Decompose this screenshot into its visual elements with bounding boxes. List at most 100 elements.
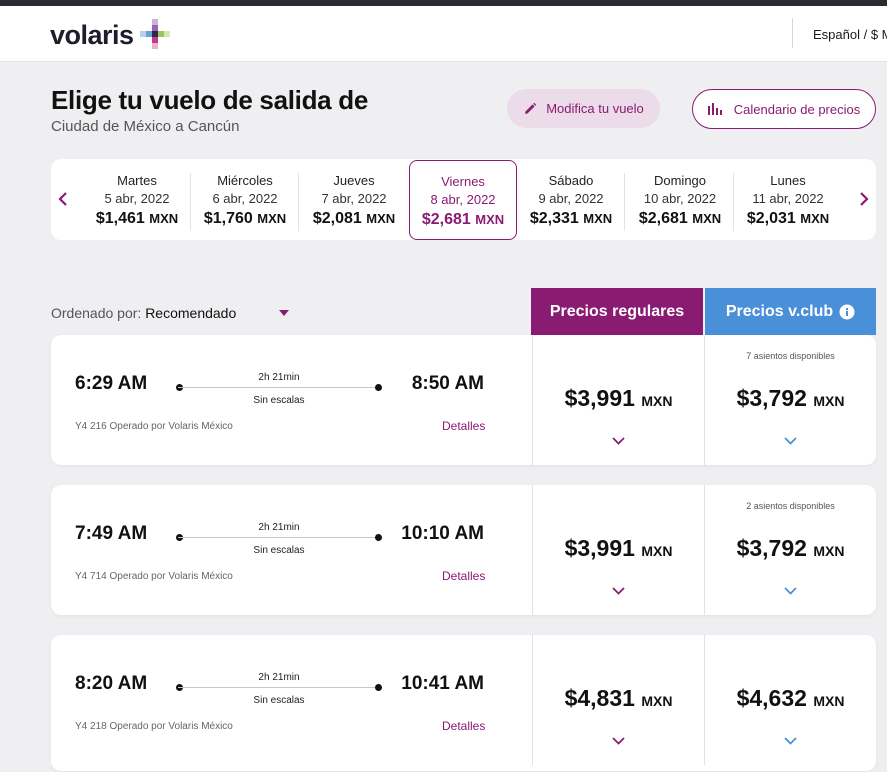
flight-stops: Sin escalas xyxy=(253,395,305,406)
departure-time: 8:20 AM xyxy=(75,673,148,694)
operator-text: Y4 714 Operado por Volaris México xyxy=(75,571,233,582)
date-day: Miércoles xyxy=(217,173,273,188)
date-date: 8 abr, 2022 xyxy=(430,192,496,207)
regular-price-option[interactable]: $3,991 MXN xyxy=(533,485,704,615)
seats-available: 2 asientos disponibles xyxy=(746,501,835,511)
chevron-down-icon xyxy=(612,737,625,745)
details-link[interactable]: Detalles xyxy=(442,719,486,733)
column-divider xyxy=(532,485,533,615)
tab-regular-label: Precios regulares xyxy=(549,302,685,320)
route-line xyxy=(178,387,381,388)
top-strip xyxy=(0,0,887,6)
price-calendar-button[interactable]: Calendario de precios xyxy=(692,89,876,129)
regular-price-option[interactable]: $3,991 MXN xyxy=(533,335,704,465)
details-link[interactable]: Detalles xyxy=(442,419,486,433)
date-day: Jueves xyxy=(333,173,375,188)
date-date: 6 abr, 2022 xyxy=(212,191,278,206)
site-header: volaris Español / $ M xyxy=(0,6,887,62)
chevron-down-icon xyxy=(784,737,797,745)
logo-plus-icon xyxy=(139,18,170,49)
vclub-price: $4,632 MXN xyxy=(736,685,845,711)
price-calendar-label: Calendario de precios xyxy=(733,101,861,117)
date-option-lunes[interactable]: Lunes 11 abr, 2022 $2,031 MXN xyxy=(734,167,842,233)
date-price: $2,681 MXN xyxy=(638,210,722,227)
vclub-price: $3,792 MXN xyxy=(736,385,845,411)
details-link[interactable]: Detalles xyxy=(442,569,486,583)
route-subtitle: Ciudad de México a Cancún xyxy=(51,118,240,135)
volaris-logo[interactable]: volaris xyxy=(50,18,170,51)
route-dot xyxy=(375,684,382,691)
vclub-price: $3,792 MXN xyxy=(736,535,845,561)
prev-dates-button[interactable] xyxy=(53,185,73,213)
date-option-miercoles[interactable]: Miércoles 6 abr, 2022 $1,760 MXN xyxy=(191,167,299,233)
regular-price-option[interactable]: $4,831 MXN xyxy=(533,635,704,765)
info-icon[interactable] xyxy=(839,304,855,320)
chevron-right-icon xyxy=(860,192,869,206)
date-option-domingo[interactable]: Domingo 10 abr, 2022 $2,681 MXN xyxy=(626,167,734,233)
date-date: 7 abr, 2022 xyxy=(321,191,387,206)
date-divider xyxy=(733,173,734,231)
route-dot xyxy=(375,384,382,391)
page-title: Elige tu vuelo de salida de xyxy=(51,85,368,115)
date-option-martes[interactable]: Martes 5 abr, 2022 $1,461 MXN xyxy=(83,167,191,233)
column-divider xyxy=(704,635,705,765)
tab-vclub-prices[interactable]: Precios v.club xyxy=(705,288,876,335)
date-date: 9 abr, 2022 xyxy=(538,191,604,206)
operator-text: Y4 216 Operado por Volaris México xyxy=(75,421,233,432)
vclub-price-option[interactable]: $4,632 MXN xyxy=(705,635,876,765)
tab-regular-prices[interactable]: Precios regulares xyxy=(531,288,703,335)
date-option-sabado[interactable]: Sábado 9 abr, 2022 $2,331 MXN xyxy=(517,167,625,233)
regular-price: $3,991 MXN xyxy=(564,535,673,561)
flight-duration: 2h 21min xyxy=(258,372,300,383)
chevron-down-icon xyxy=(612,437,625,445)
arrival-time: 8:50 AM xyxy=(411,373,484,394)
operator-text: Y4 218 Operado por Volaris México xyxy=(75,721,233,732)
route-dot xyxy=(375,534,382,541)
regular-price: $4,831 MXN xyxy=(564,685,673,711)
date-day: Sábado xyxy=(548,173,594,188)
vclub-price-option[interactable]: 7 asientos disponibles $3,792 MXN xyxy=(705,335,876,465)
date-day: Viernes xyxy=(441,174,485,189)
sort-control[interactable]: Ordenado por: Recomendado xyxy=(51,305,236,321)
column-divider xyxy=(532,635,533,765)
date-day: Lunes xyxy=(770,173,806,188)
column-divider xyxy=(532,335,533,465)
caret-down-icon[interactable] xyxy=(278,309,290,317)
date-price: $2,081 MXN xyxy=(312,210,396,227)
date-date: 10 abr, 2022 xyxy=(643,191,717,206)
date-option-viernes-selected[interactable]: Viernes 8 abr, 2022 $2,681 MXN xyxy=(409,160,517,240)
logo-text: volaris xyxy=(50,20,134,50)
flight-stops: Sin escalas xyxy=(253,695,305,706)
flight-card: 7:49 AM 2h 21min Sin escalas 10:10 AM Y4… xyxy=(51,485,876,615)
column-divider xyxy=(704,335,705,465)
seats-available: 7 asientos disponibles xyxy=(746,351,835,361)
language-currency-selector[interactable]: Español / $ M xyxy=(813,27,887,42)
header-divider xyxy=(792,18,793,48)
pencil-icon xyxy=(525,102,537,114)
date-price: $1,461 MXN xyxy=(95,210,179,227)
date-day: Domingo xyxy=(653,173,707,188)
route-line xyxy=(178,687,381,688)
date-day: Martes xyxy=(117,173,157,188)
tab-vclub-label: Precios v.club xyxy=(725,302,834,320)
date-date: 5 abr, 2022 xyxy=(104,191,170,206)
vclub-price-option[interactable]: 2 asientos disponibles $3,792 MXN xyxy=(705,485,876,615)
date-price: $1,760 MXN xyxy=(203,210,287,227)
date-option-jueves[interactable]: Jueves 7 abr, 2022 $2,081 MXN xyxy=(300,167,408,233)
flight-card: 6:29 AM 2h 21min Sin escalas 8:50 AM Y4 … xyxy=(51,335,876,465)
date-price: $2,331 MXN xyxy=(529,210,613,227)
date-divider xyxy=(624,173,625,231)
date-price: $2,031 MXN xyxy=(746,210,830,227)
sort-label: Ordenado por: xyxy=(51,305,142,321)
modify-flight-label: Modifica tu vuelo xyxy=(546,101,644,116)
departure-time: 6:29 AM xyxy=(75,373,148,394)
chevron-down-icon xyxy=(784,437,797,445)
chevron-left-icon xyxy=(58,192,67,206)
date-price: $2,681 MXN xyxy=(421,211,505,228)
modify-flight-button[interactable]: Modifica tu vuelo xyxy=(507,89,660,128)
arrival-time: 10:41 AM xyxy=(401,673,484,694)
date-selector: Martes 5 abr, 2022 $1,461 MXN Miércoles … xyxy=(51,159,876,240)
chevron-down-icon xyxy=(784,587,797,595)
bar-chart-icon xyxy=(707,103,722,115)
next-dates-button[interactable] xyxy=(854,185,874,213)
